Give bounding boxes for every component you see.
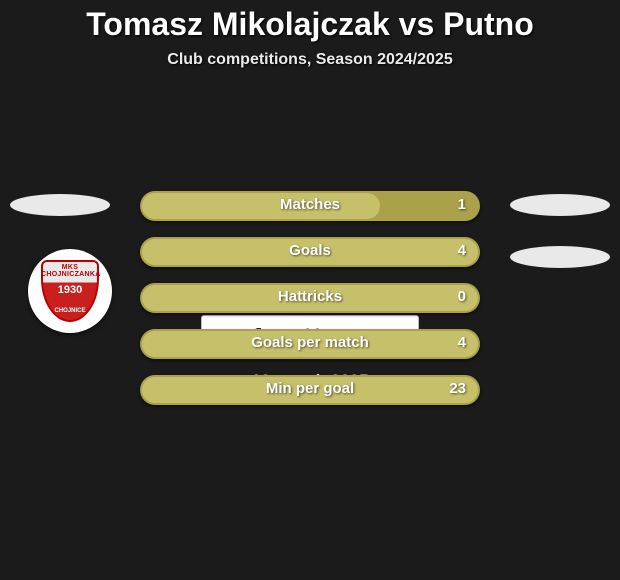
stat-bar-4: Min per goal23: [140, 375, 480, 405]
stat-bar-label: Goals: [140, 242, 480, 259]
page-title: Tomasz Mikolajczak vs Putno: [0, 0, 620, 43]
club-shield: MKS CHOJNICZANKA 1930 CHOJNICE: [41, 260, 99, 322]
shield-bottom-text: CHOJNICE: [41, 308, 99, 314]
right-placeholder-ellipse-1: [510, 194, 610, 216]
page-subtitle: Club competitions, Season 2024/2025: [0, 51, 620, 69]
comparison-infographic: Tomasz Mikolajczak vs Putno Club competi…: [0, 0, 620, 580]
left-placeholder-ellipse-1: [10, 194, 110, 216]
stat-bar-value: 4: [458, 242, 466, 259]
shield-top-text: MKS CHOJNICZANKA: [41, 264, 99, 278]
stat-bar-label: Matches: [140, 196, 480, 213]
stat-bar-value: 0: [458, 288, 466, 305]
club-badge: MKS CHOJNICZANKA 1930 CHOJNICE: [28, 249, 112, 333]
right-placeholder-ellipse-2: [510, 246, 610, 268]
stat-bar-label: Min per goal: [140, 380, 480, 397]
stat-bar-value: 4: [458, 334, 466, 351]
stat-bar-value: 23: [449, 380, 466, 397]
shield-year: 1930: [41, 284, 99, 296]
stat-bars: Matches1Goals4Hattricks0Goals per match4…: [140, 191, 480, 421]
stat-bar-label: Hattricks: [140, 288, 480, 305]
stat-bar-2: Hattricks0: [140, 283, 480, 313]
stat-bar-1: Goals4: [140, 237, 480, 267]
stat-bar-label: Goals per match: [140, 334, 480, 351]
stat-bar-0: Matches1: [140, 191, 480, 221]
stat-bar-3: Goals per match4: [140, 329, 480, 359]
stat-bar-value: 1: [458, 196, 466, 213]
